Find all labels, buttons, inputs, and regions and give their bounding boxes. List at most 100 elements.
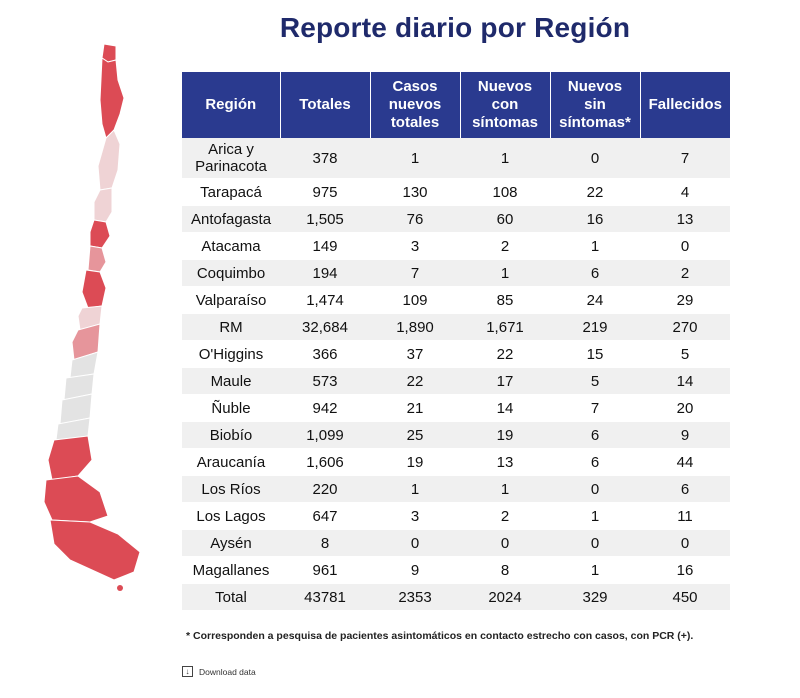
cell-fallecidos: 7 bbox=[640, 138, 730, 179]
cell-fallecidos: 0 bbox=[640, 529, 730, 557]
cell-con-sintomas: 22 bbox=[460, 340, 550, 368]
cell-con-sintomas: 17 bbox=[460, 367, 550, 395]
cell-casos-nuevos: 7 bbox=[370, 259, 460, 287]
map-island-dot bbox=[117, 585, 123, 591]
cell-fallecidos: 13 bbox=[640, 205, 730, 233]
cell-fallecidos: 5 bbox=[640, 340, 730, 368]
map-region-atacama bbox=[93, 187, 113, 223]
cell-casos-nuevos: 21 bbox=[370, 394, 460, 422]
map-region-magallanes bbox=[49, 519, 141, 581]
download-icon: ↓ bbox=[182, 666, 193, 677]
cell-fallecidos: 6 bbox=[640, 475, 730, 503]
cell-sin-sintomas: 6 bbox=[550, 259, 640, 287]
total-label: Total bbox=[182, 583, 280, 611]
cell-fallecidos: 2 bbox=[640, 259, 730, 287]
cell-con-sintomas: 85 bbox=[460, 286, 550, 314]
map-region-valparaiso bbox=[87, 245, 107, 273]
table-row: Arica y Parinacota 378 1 1 0 7 bbox=[182, 138, 730, 179]
cell-fallecidos: 29 bbox=[640, 286, 730, 314]
total-fallecidos: 450 bbox=[640, 583, 730, 611]
header-nuevos-con-sintomas: Nuevos con síntomas bbox=[460, 72, 551, 138]
cell-casos-nuevos: 22 bbox=[370, 367, 460, 395]
cell-sin-sintomas: 24 bbox=[550, 286, 640, 314]
header-fallecidos: Fallecidos bbox=[640, 72, 730, 138]
cell-casos-nuevos: 3 bbox=[370, 502, 460, 530]
cell-con-sintomas: 1,671 bbox=[460, 313, 550, 341]
table-row: Los Ríos 220 1 1 0 6 bbox=[182, 475, 730, 503]
table-row: O'Higgins 366 37 22 15 5 bbox=[182, 340, 730, 368]
map-region-loslagos bbox=[47, 435, 93, 481]
cell-sin-sintomas: 1 bbox=[550, 502, 640, 530]
table-row: Ñuble 942 21 14 7 20 bbox=[182, 394, 730, 422]
cell-totales: 32,684 bbox=[280, 313, 370, 341]
cell-region: Araucanía bbox=[182, 448, 280, 476]
cell-totales: 1,099 bbox=[280, 421, 370, 449]
cell-con-sintomas: 0 bbox=[460, 529, 550, 557]
cell-totales: 1,505 bbox=[280, 205, 370, 233]
footnote: * Corresponden a pesquisa de pacientes a… bbox=[186, 630, 694, 642]
download-label: Download data bbox=[199, 666, 256, 677]
cell-totales: 975 bbox=[280, 178, 370, 206]
map-region-coquimbo bbox=[89, 219, 111, 249]
cell-casos-nuevos: 1 bbox=[370, 475, 460, 503]
cell-totales: 1,474 bbox=[280, 286, 370, 314]
cell-casos-nuevos: 130 bbox=[370, 178, 460, 206]
cell-region: Atacama bbox=[182, 232, 280, 260]
cell-con-sintomas: 1 bbox=[460, 475, 550, 503]
cell-casos-nuevos: 76 bbox=[370, 205, 460, 233]
table-row: Maule 573 22 17 5 14 bbox=[182, 367, 730, 395]
download-data-link[interactable]: ↓ Download data bbox=[182, 666, 256, 677]
cell-con-sintomas: 13 bbox=[460, 448, 550, 476]
cell-region: Maule bbox=[182, 367, 280, 395]
cell-region: Los Ríos bbox=[182, 475, 280, 503]
total-casos-nuevos: 2353 bbox=[370, 583, 460, 611]
cell-sin-sintomas: 219 bbox=[550, 313, 640, 341]
cell-totales: 149 bbox=[280, 232, 370, 260]
table-row: Valparaíso 1,474 109 85 24 29 bbox=[182, 286, 730, 314]
total-sin-sintomas: 329 bbox=[550, 583, 640, 611]
header-region: Región bbox=[182, 72, 281, 138]
map-region-antofagasta bbox=[97, 129, 121, 191]
cell-fallecidos: 14 bbox=[640, 367, 730, 395]
cell-casos-nuevos: 0 bbox=[370, 529, 460, 557]
header-totales: Totales bbox=[280, 72, 371, 138]
total-row: Total 43781 2353 2024 329 450 bbox=[182, 583, 730, 611]
cell-casos-nuevos: 25 bbox=[370, 421, 460, 449]
table-row: Los Lagos 647 3 2 1 11 bbox=[182, 502, 730, 530]
cell-fallecidos: 16 bbox=[640, 556, 730, 584]
total-con-sintomas: 2024 bbox=[460, 583, 550, 611]
cell-con-sintomas: 1 bbox=[460, 138, 550, 179]
cell-fallecidos: 270 bbox=[640, 313, 730, 341]
cell-con-sintomas: 2 bbox=[460, 502, 550, 530]
cell-region: Coquimbo bbox=[182, 259, 280, 287]
cell-sin-sintomas: 22 bbox=[550, 178, 640, 206]
table-row: Magallanes 961 9 8 1 16 bbox=[182, 556, 730, 584]
cell-totales: 942 bbox=[280, 394, 370, 422]
cell-con-sintomas: 19 bbox=[460, 421, 550, 449]
cell-sin-sintomas: 6 bbox=[550, 421, 640, 449]
cell-region: Los Lagos bbox=[182, 502, 280, 530]
map-region-rm bbox=[81, 269, 107, 309]
table-header-row: Región Totales Casos nuevos totales Nuev… bbox=[182, 72, 730, 138]
cell-sin-sintomas: 0 bbox=[550, 529, 640, 557]
cell-fallecidos: 44 bbox=[640, 448, 730, 476]
table-row: Biobío 1,099 25 19 6 9 bbox=[182, 421, 730, 449]
page-title: Reporte diario por Región bbox=[279, 12, 631, 43]
chile-region-map bbox=[43, 43, 141, 591]
cell-sin-sintomas: 0 bbox=[550, 475, 640, 503]
cell-fallecidos: 20 bbox=[640, 394, 730, 422]
cell-region: Antofagasta bbox=[182, 205, 280, 233]
cell-casos-nuevos: 37 bbox=[370, 340, 460, 368]
cell-region: RM bbox=[182, 313, 280, 341]
cell-totales: 220 bbox=[280, 475, 370, 503]
table-row: Aysén 8 0 0 0 0 bbox=[182, 529, 730, 557]
cell-totales: 8 bbox=[280, 529, 370, 557]
cell-sin-sintomas: 16 bbox=[550, 205, 640, 233]
cell-fallecidos: 0 bbox=[640, 232, 730, 260]
table-row: Antofagasta 1,505 76 60 16 13 bbox=[182, 205, 730, 233]
cell-region: Ñuble bbox=[182, 394, 280, 422]
report-table: Región Totales Casos nuevos totales Nuev… bbox=[182, 72, 730, 611]
cell-fallecidos: 11 bbox=[640, 502, 730, 530]
cell-region: Tarapacá bbox=[182, 178, 280, 206]
cell-con-sintomas: 14 bbox=[460, 394, 550, 422]
